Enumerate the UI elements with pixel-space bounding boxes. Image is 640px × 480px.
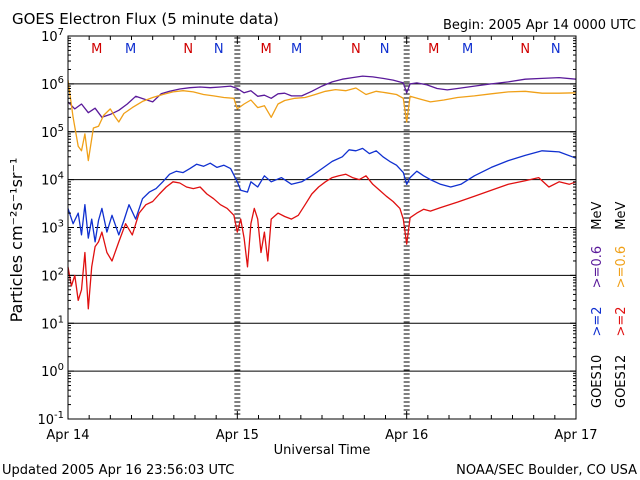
- series-line-1: [67, 80, 577, 162]
- y-tick-label: 107: [41, 27, 64, 45]
- legend: GOES10 >=2 >=0.6 MeV GOES12 >=2 >=0.6 Me…: [590, 202, 629, 408]
- y-tick-label: 104: [41, 171, 64, 189]
- y-axis-label: Particles cm⁻²s⁻¹sr⁻¹: [7, 158, 26, 323]
- x-tick-label: Apr 17: [554, 428, 597, 443]
- local-time-marker: M: [125, 42, 136, 57]
- y-tick-label: 10-1: [37, 410, 64, 428]
- local-time-marker: M: [462, 42, 473, 57]
- local-time-marker: N: [551, 42, 561, 57]
- y-tick-label: 106: [41, 75, 64, 93]
- x-axis: Apr 14 Apr 15 Apr 16 Apr 17: [46, 36, 598, 443]
- y-axis: 107 106 105 104 103 102 101 100 10-1: [37, 27, 576, 428]
- series-line-0: [67, 75, 577, 118]
- y-tick-label: 105: [41, 123, 64, 141]
- legend-goes12: GOES12 >=2 >=0.6 MeV: [614, 202, 629, 408]
- local-time-marker: M: [428, 42, 439, 57]
- y-tick-label: 102: [41, 266, 64, 284]
- begin-time: Begin: 2005 Apr 14 0000 UTC: [443, 18, 636, 33]
- x-tick-label: Apr 15: [216, 428, 259, 443]
- local-time-marker: N: [351, 42, 361, 57]
- grid-lines: [68, 83, 576, 372]
- series-line-2: [67, 147, 577, 243]
- local-time-marker: N: [520, 42, 530, 57]
- day-separator-ticks: [234, 37, 410, 415]
- x-axis-label: Universal Time: [274, 443, 371, 458]
- data-source: NOAA/SEC Boulder, CO USA: [456, 463, 637, 478]
- y-tick-label: 100: [41, 362, 64, 380]
- y-tick-label: 103: [41, 219, 64, 237]
- series-line-3: [67, 173, 577, 310]
- chart-title: GOES Electron Flux (5 minute data): [12, 10, 279, 28]
- local-time-marker: M: [261, 42, 272, 57]
- local-time-marker: N: [214, 42, 224, 57]
- x-tick-label: Apr 14: [46, 428, 89, 443]
- local-time-marker: M: [91, 42, 102, 57]
- legend-goes10: GOES10 >=2 >=0.6 MeV: [590, 202, 605, 408]
- x-tick-label: Apr 16: [385, 428, 428, 443]
- local-time-marker: N: [380, 42, 390, 57]
- local-time-marker: M: [291, 42, 302, 57]
- updated-timestamp: Updated 2005 Apr 16 23:56:03 UTC: [2, 463, 234, 478]
- y-tick-label: 101: [41, 314, 64, 332]
- local-time-marker: N: [183, 42, 193, 57]
- data-series: [67, 75, 577, 310]
